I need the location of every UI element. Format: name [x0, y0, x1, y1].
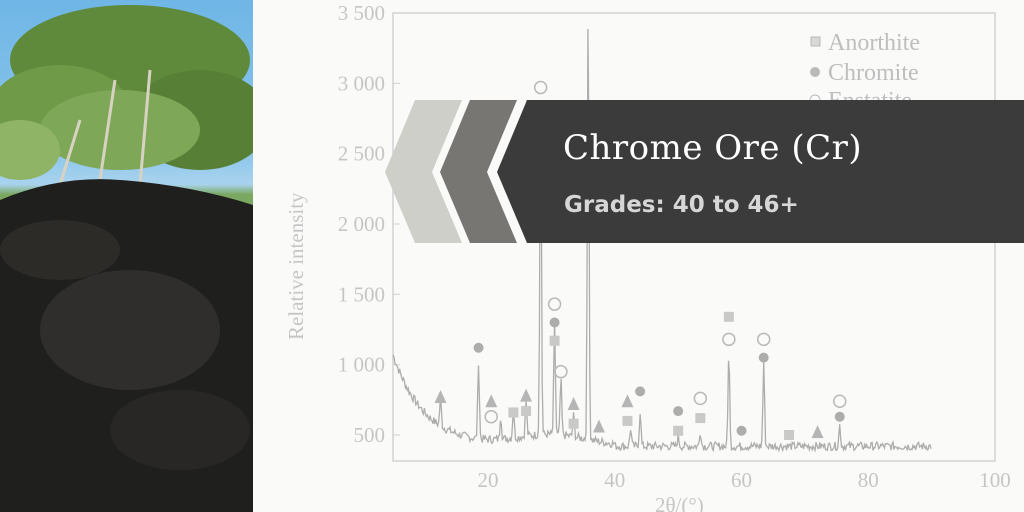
- x-tick-label: 80: [858, 468, 879, 492]
- peak-marker-triangle: [485, 394, 498, 408]
- legend: Anorthite Chromite Enstatite: [809, 30, 920, 114]
- peak-marker-filled-circle: [758, 352, 769, 363]
- peak-marker-open-circle: [756, 332, 771, 347]
- peak-marker-triangle: [621, 394, 634, 408]
- peak-marker-square: [673, 425, 684, 436]
- x-tick-label: 20: [478, 468, 499, 492]
- legend-filled-circle-icon: [810, 67, 820, 77]
- peak-marker-triangle: [567, 397, 580, 411]
- y-tick-label: 3 500: [338, 1, 385, 25]
- legend-anorthite: Anorthite: [828, 30, 920, 56]
- ore-pile-photo: [0, 0, 253, 512]
- peak-marker-square: [695, 413, 706, 424]
- legend-enstatite: Enstatite: [828, 88, 912, 114]
- legend-chromite: Chromite: [828, 60, 919, 86]
- legend-open-circle-icon: [809, 94, 821, 106]
- x-tick-label: 60: [731, 468, 752, 492]
- x-tick-label: 40: [604, 468, 625, 492]
- peak-marker-open-circle: [554, 364, 568, 379]
- peak-marker-filled-circle: [635, 386, 646, 397]
- peak-marker-filled-circle: [834, 411, 845, 422]
- y-tick-label: 2 500: [338, 142, 385, 166]
- peak-marker-square: [723, 311, 734, 322]
- y-tick-label: 3 000: [338, 71, 385, 95]
- peak-marker-square: [622, 415, 633, 426]
- peak-marker-open-circle: [533, 80, 548, 95]
- ore-pile-image: [0, 5, 253, 512]
- product-title: Chrome Ore (Cr): [563, 128, 863, 168]
- peak-marker-filled-circle: [673, 406, 684, 417]
- peak-marker-square: [568, 418, 579, 429]
- y-tick-label: 1 000: [338, 353, 385, 377]
- y-tick-label: 2 000: [338, 212, 385, 236]
- x-axis-label: 2θ/(°): [655, 493, 704, 512]
- tree-canopy: [0, 5, 253, 186]
- peak-marker-filled-circle: [549, 317, 560, 328]
- xrd-chart: Relative intensity 500 1 000 1 500 2 000 2 5…: [284, 1, 1011, 512]
- y-tick-label: 1 500: [338, 282, 385, 306]
- diffraction-trace: [392, 28, 932, 453]
- peak-marker-filled-circle: [736, 425, 747, 436]
- x-tick-label: 100: [979, 468, 1011, 492]
- peak-marker-triangle: [811, 425, 824, 439]
- peak-marker-triangle: [434, 390, 447, 403]
- peak-marker-square: [784, 429, 795, 440]
- peak-marker-open-circle: [722, 332, 736, 347]
- y-tick-label: 500: [354, 423, 386, 447]
- peak-marker-open-circle: [484, 409, 498, 424]
- y-axis-label: Relative intensity: [284, 192, 308, 340]
- peak-marker-open-circle: [832, 394, 847, 408]
- peak-marker-filled-circle: [473, 342, 484, 353]
- peak-marker-square: [521, 406, 532, 417]
- peak-marker-triangle: [520, 388, 533, 402]
- peak-marker-open-circle: [547, 297, 562, 311]
- legend-square-icon: [810, 36, 821, 47]
- peak-marker-open-circle: [693, 391, 708, 406]
- peak-marker-square: [549, 335, 560, 346]
- product-grades: Grades: 40 to 46+: [564, 192, 799, 218]
- peak-marker-square: [508, 407, 519, 418]
- peak-marker-triangle: [592, 419, 605, 433]
